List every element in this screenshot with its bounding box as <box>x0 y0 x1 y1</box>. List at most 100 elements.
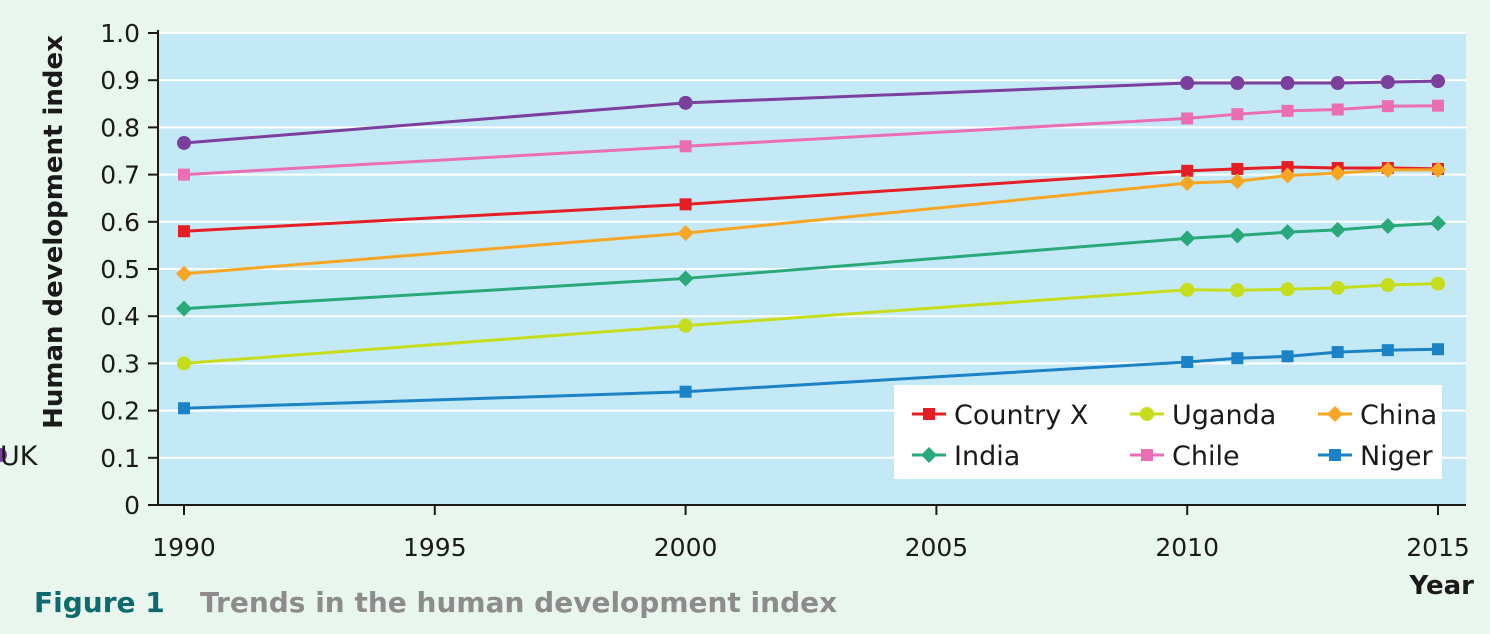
data-point-india <box>1329 221 1346 238</box>
data-point-chile <box>178 168 190 181</box>
series-line-chile <box>183 104 1439 177</box>
data-point-niger <box>679 385 692 398</box>
legend-label-country-x: Country X <box>954 400 1088 431</box>
data-point-niger <box>1331 346 1344 359</box>
data-point-china <box>1179 175 1196 192</box>
data-point-uganda <box>1431 276 1445 291</box>
legend-item-uganda: Uganda <box>1130 400 1276 431</box>
data-point-uganda <box>1330 280 1345 295</box>
legend-label-chile: Chile <box>1172 441 1240 472</box>
legend-item-china: China <box>1318 400 1437 431</box>
y-axis-title: Human development index <box>39 35 69 429</box>
legend-marker-uganda <box>1140 407 1154 421</box>
legend-item-chile: Chile <box>1130 441 1240 472</box>
data-point-uk <box>1330 76 1345 91</box>
x-tick-label: 2000 <box>654 533 718 562</box>
series-chile <box>178 99 1444 181</box>
legend-box <box>894 385 1442 479</box>
series-india <box>176 215 1446 317</box>
x-axis-title: Year <box>1409 571 1475 601</box>
data-point-india <box>1430 215 1446 232</box>
legend-marker-chile <box>1141 449 1153 461</box>
series-line-niger <box>183 347 1439 410</box>
data-point-uganda <box>177 356 191 371</box>
x-tick-label: 2005 <box>905 533 969 562</box>
legend-item-uk: UK <box>0 441 39 472</box>
legend-label-niger: Niger <box>1360 441 1433 472</box>
series-niger <box>178 343 1444 415</box>
data-point-china <box>1279 167 1296 184</box>
y-tick-label: 0 <box>124 491 140 520</box>
y-tick-label: 0.9 <box>100 66 140 95</box>
data-point-uk <box>678 95 693 110</box>
x-axis-ticks: 1990 1995 2000 2005 2010 2015 <box>152 505 1470 562</box>
data-point-niger <box>1281 350 1294 363</box>
y-tick-label: 0.2 <box>100 397 140 426</box>
data-point-country-x <box>178 225 190 238</box>
data-point-country-x <box>1181 164 1194 177</box>
series-uganda <box>177 276 1445 371</box>
figure-caption: Trends in the human development index <box>200 586 837 619</box>
data-point-niger <box>1381 344 1394 357</box>
data-point-chile <box>1432 99 1444 112</box>
x-tick-label: 2015 <box>1406 533 1470 562</box>
legend-marker-india <box>921 447 937 463</box>
y-tick-label: 0.8 <box>100 113 140 142</box>
data-point-uganda <box>1230 283 1245 298</box>
series-line-uk <box>183 79 1439 145</box>
data-point-india <box>1229 227 1246 244</box>
series-line-uganda <box>183 282 1439 365</box>
data-point-china <box>1229 173 1246 190</box>
data-point-india <box>677 270 694 287</box>
series-line-china <box>183 168 1438 276</box>
data-point-uganda <box>1380 278 1395 293</box>
data-point-uk <box>1380 75 1395 90</box>
legend-item-niger: Niger <box>1318 441 1433 472</box>
data-point-uganda <box>1180 282 1195 297</box>
data-point-uk <box>1180 76 1195 91</box>
legend-label-uk: UK <box>0 441 39 472</box>
x-tick-label: 1995 <box>403 533 467 562</box>
data-point-china <box>1329 165 1346 182</box>
data-point-chile <box>679 140 692 153</box>
data-point-uk <box>1230 76 1245 91</box>
legend-marker-china <box>1327 406 1343 422</box>
x-tick-label: 2010 <box>1155 533 1219 562</box>
y-axis-ticks: 0 0.1 0.2 0.3 0.4 0.5 0.6 0.7 0.8 0.9 1.0 <box>100 19 158 520</box>
y-tick-label: 1.0 <box>100 19 140 48</box>
series-group <box>176 74 1446 415</box>
data-point-uganda <box>678 318 693 333</box>
y-tick-label: 0.3 <box>100 349 140 378</box>
data-point-china <box>677 225 694 242</box>
data-point-china <box>176 265 192 282</box>
data-point-country-x <box>1231 162 1244 175</box>
data-point-uk <box>1431 74 1445 89</box>
legend-label-china: China <box>1360 400 1437 431</box>
data-point-niger <box>1432 343 1444 356</box>
data-point-chile <box>1231 108 1244 121</box>
legend-item-india: India <box>912 441 1020 472</box>
series-china <box>176 161 1446 282</box>
data-point-niger <box>1231 352 1244 365</box>
legend-label-india: India <box>954 441 1020 472</box>
data-point-country-x <box>679 198 692 211</box>
legend-label-uganda: Uganda <box>1172 400 1276 431</box>
data-point-chile <box>1331 103 1344 116</box>
y-tick-label: 0.5 <box>100 255 140 284</box>
data-point-india <box>1179 230 1196 247</box>
data-point-india <box>1279 224 1296 241</box>
legend-marker-country-x <box>923 408 935 420</box>
y-tick-label: 0.4 <box>100 302 140 331</box>
data-point-uganda <box>1280 282 1295 297</box>
y-tick-label: 0.7 <box>100 161 140 190</box>
data-point-niger <box>178 402 190 415</box>
data-point-india <box>176 300 192 317</box>
data-point-china <box>1430 161 1446 178</box>
data-point-niger <box>1181 355 1194 368</box>
data-point-china <box>1379 161 1396 178</box>
y-tick-label: 0.6 <box>100 208 140 237</box>
data-point-chile <box>1181 112 1194 125</box>
data-point-chile <box>1381 100 1394 113</box>
x-tick-label: 1990 <box>152 533 216 562</box>
